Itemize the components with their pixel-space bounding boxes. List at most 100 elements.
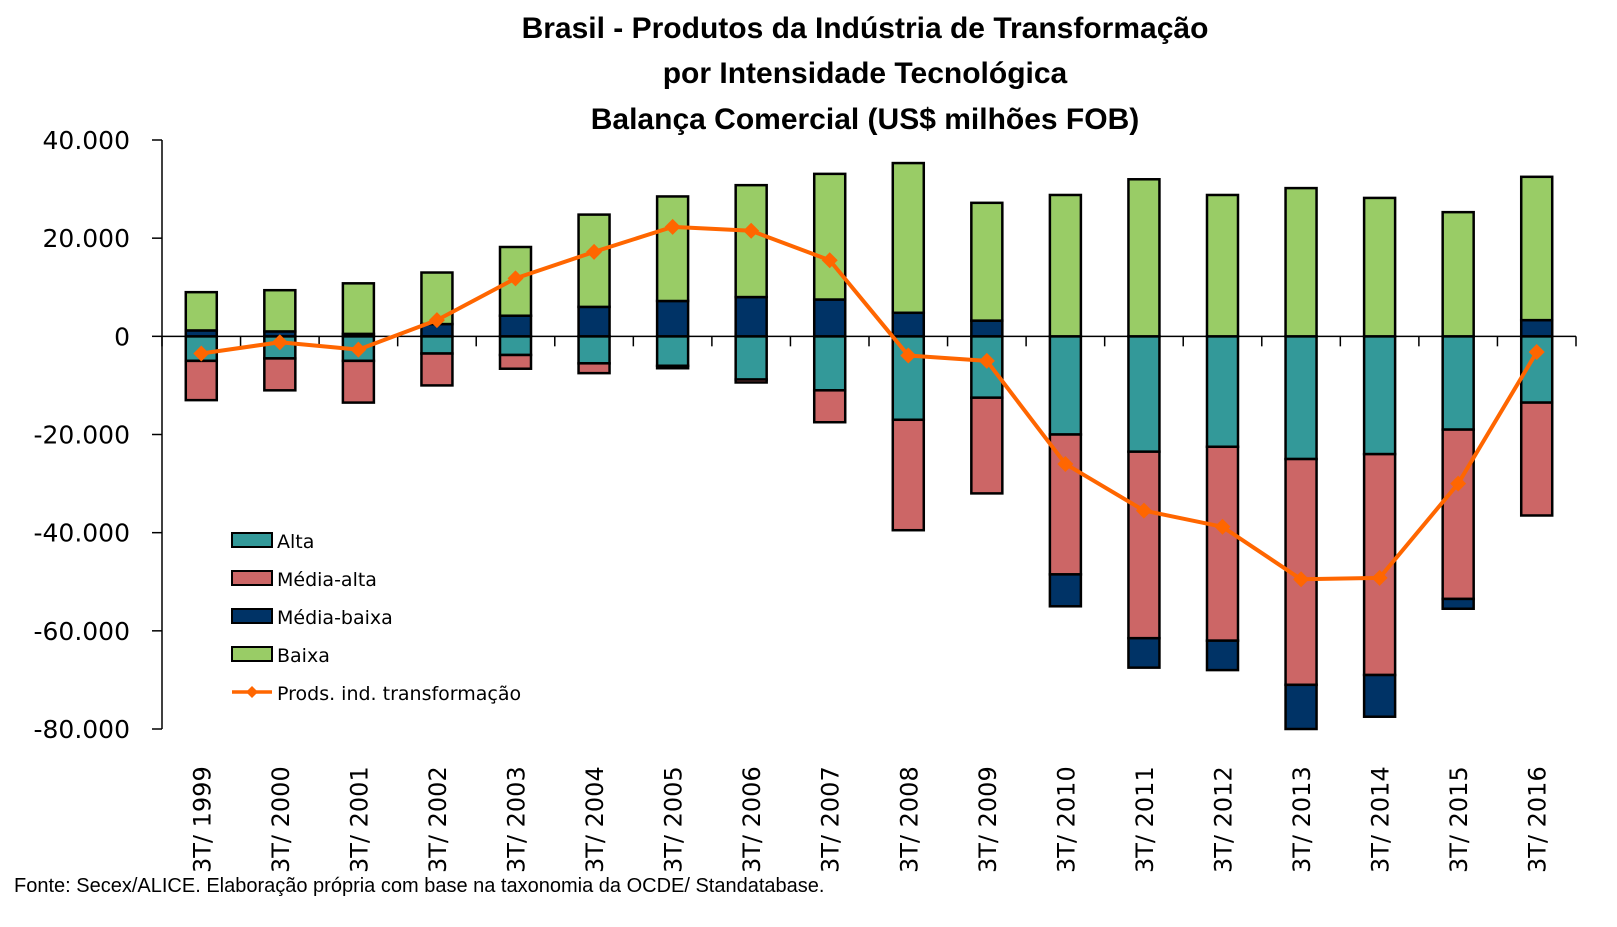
bar-stack [655,195,690,370]
bar-segment-m-dia-baixa [1519,318,1554,338]
line-marker [507,270,524,287]
bar-segment-m-dia-alta [812,389,847,424]
bar-segment-m-dia-baixa [970,319,1004,338]
bar-segment-baixa [734,183,768,299]
bar-segment-alta [498,335,533,357]
bar-segment-m-dia-alta [734,378,768,384]
bar-segment-baixa [1441,210,1475,338]
legend-label: Média-alta [277,569,377,591]
bar-segment-m-dia-alta [1048,433,1083,576]
line-marker [1528,344,1545,361]
bar-stack [420,271,454,387]
bar-segment-m-dia-alta [1205,445,1240,642]
line-marker [664,218,681,235]
bar-segment-baixa [812,172,847,301]
legend-label: Média-baixa [277,607,393,629]
bar-segment-baixa [1205,193,1240,338]
legend: Alta Média-alta Média-baixa Baixa Prods. ind… [231,531,521,705]
chart-title-line-2: por Intensidade Tecnológica [663,57,1068,90]
line-marker [1293,571,1310,588]
bar-segment-baixa [263,288,297,333]
legend-entry: Alta [231,531,314,553]
bar-segment-m-dia-alta [498,353,533,370]
line-marker [586,243,603,260]
legend-label: Prods. ind. transformação [277,683,521,705]
chart-title-line-3: Balança Comercial (US$ milhões FOB) [591,103,1140,136]
bar-segment-m-dia-baixa [1205,639,1240,672]
x-tick-label: 3T/ 2011 [1131,766,1159,873]
x-axis-labels: 3T/ 1999 3T/ 2000 3T/ 2001 3T/ 2002 3T/ 2003… [188,766,1551,873]
line-prods-ind-transformacao [200,224,1539,582]
bar-stack [1284,186,1318,731]
bar-segment-baixa [655,195,690,303]
bar-segment-m-dia-baixa [655,299,690,338]
line-marker [193,345,210,362]
legend-diamond-marker [246,686,258,698]
bars [184,161,1554,731]
bar-segment-baixa [577,213,611,309]
bar-segment-alta [1048,335,1083,436]
x-tick-label: 3T/ 2014 [1367,766,1395,873]
bar-stack [1441,210,1475,610]
legend-swatch [231,646,273,662]
bar-segment-m-dia-alta [970,396,1004,495]
legend-swatch [231,532,273,548]
bar-segment-baixa [184,290,219,332]
bar-stack [498,245,533,370]
bar-segment-m-dia-baixa [498,314,533,338]
bar-stack [1362,196,1397,718]
bar-segment-baixa [1284,186,1318,338]
bar-segment-alta [1284,335,1318,461]
line-marker [821,252,838,269]
x-tick-label: 3T/ 2004 [581,766,609,873]
x-tick-label: 3T/ 2006 [738,766,766,873]
bar-segment-alta [812,335,847,392]
line-marker [1214,518,1231,535]
legend-entry: Prods. ind. transformação [232,683,521,705]
x-tick-label: 3T/ 2005 [660,766,688,873]
x-tick-label: 3T/ 2016 [1524,766,1552,873]
x-tick-label: 3T/ 1999 [188,766,216,873]
y-tick-label: -60.000 [34,617,131,646]
chart-title-line-1: Brasil - Produtos da Indústria de Transf… [522,12,1209,45]
x-tick-label: 3T/ 2012 [1210,766,1238,873]
x-tick-label: 3T/ 2002 [424,766,452,873]
y-tick-label: -80.000 [34,715,131,744]
line-marker [271,334,288,351]
bar-stack [577,213,611,375]
bar-segment-alta [420,335,454,355]
bar-segment-baixa [1519,175,1554,322]
x-tick-label: 3T/ 2009 [974,766,1002,873]
legend-label: Baixa [277,645,330,667]
bar-stack [184,290,219,402]
line-series [193,218,1545,588]
bar-stack [734,183,768,384]
line-marker [900,347,917,364]
x-tick-label: 3T/ 2001 [345,766,373,873]
bar-segment-m-dia-alta [341,359,376,404]
bar-segment-alta [1362,335,1397,456]
bar-segment-m-dia-baixa [1127,636,1161,669]
bar-segment-alta [734,335,768,381]
bar-segment-baixa [1048,193,1083,338]
x-tick-label: 3T/ 2007 [817,766,845,873]
line-marker [978,352,995,369]
y-tick-label: -40.000 [34,519,131,548]
bar-segment-alta [1127,335,1161,453]
x-tick-label: 3T/ 2008 [895,766,923,873]
bar-stack [1205,193,1240,672]
line-marker [1371,569,1388,586]
bar-segment-m-dia-baixa [1048,573,1083,608]
bar-segment-baixa [1127,178,1161,338]
bar-segment-baixa [970,201,1004,322]
line-marker [428,312,445,329]
bar-segment-alta [1441,335,1475,431]
bar-segment-alta [577,335,611,365]
bar-segment-baixa [341,282,376,336]
bar-stack [1127,178,1161,669]
chart-title: Brasil - Produtos da Indústria de Transf… [522,12,1209,136]
line-marker [1450,475,1467,492]
bar-segment-baixa [891,161,926,315]
y-tick-label: 20.000 [43,224,130,253]
